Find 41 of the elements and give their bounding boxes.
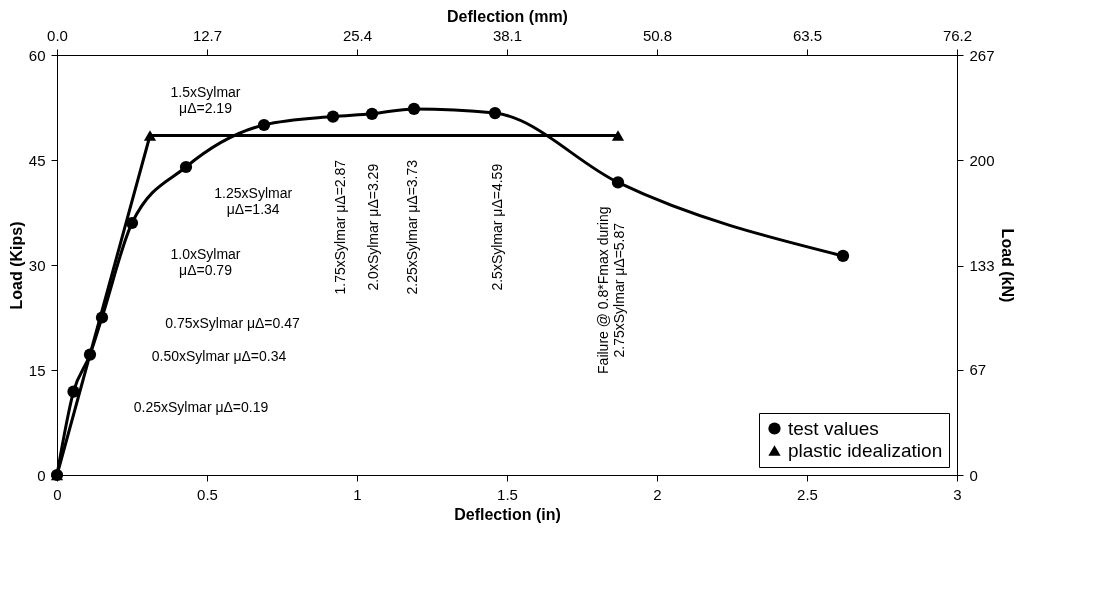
x2-tick-label: 0.0 — [47, 26, 68, 44]
y2-tick-label: 200 — [969, 151, 995, 169]
x2-tick-label: 25.4 — [342, 26, 373, 44]
y-tick-label: 0 — [37, 466, 46, 484]
x2-tick-label: 38.1 — [492, 26, 523, 44]
annotation: 1.5xSylmar μΔ=2.19 — [170, 83, 241, 116]
y2-tick-label: 133 — [969, 257, 995, 275]
y2-tick-label: 267 — [969, 46, 995, 64]
x2-tick-label: 12.7 — [192, 26, 223, 44]
annotation: 2.25xSylmar μΔ=3.73 — [403, 159, 420, 295]
x-tick-label: 0.5 — [197, 485, 218, 503]
annotation: 0.50xSylmar μΔ=0.34 — [151, 348, 287, 365]
annotation: 0.25xSylmar μΔ=0.19 — [133, 398, 269, 415]
x-tick-label: 1.5 — [497, 485, 518, 503]
x-axis-title: Deflection (in) — [454, 505, 561, 523]
annotation: 2.0xSylmar μΔ=3.29 — [364, 163, 381, 291]
legend-label: test values — [788, 417, 879, 439]
x-tick-label: 0 — [53, 485, 62, 503]
y-tick-label: 60 — [28, 46, 46, 64]
y2-axis-title: Load (kN) — [998, 228, 1016, 303]
y2-tick-label: 67 — [969, 361, 987, 379]
x2-tick-label: 63.5 — [792, 26, 823, 44]
x2-tick-label: 76.2 — [942, 26, 973, 44]
annotation: 1.25xSylmar μΔ=1.34 — [214, 184, 293, 217]
y-tick-label: 45 — [28, 151, 46, 169]
x-tick-label: 1 — [353, 485, 362, 503]
annotation: 1.0xSylmar μΔ=0.79 — [170, 245, 241, 278]
annotation: Failure @ 0.8*Fmax during 2.75xSylmar μΔ=5.87 — [595, 206, 628, 374]
annotation: 2.5xSylmar μΔ=4.59 — [489, 163, 505, 291]
legend-label: plastic idealization — [788, 439, 943, 461]
x2-tick-label: 50.8 — [642, 26, 673, 44]
x-tick-label: 2.5 — [797, 485, 818, 503]
x-tick-label: 3 — [953, 485, 962, 503]
y-axis-title: Load (Kips) — [7, 221, 25, 310]
y-tick-label: 15 — [28, 361, 46, 379]
annotation: 0.75xSylmar μΔ=0.47 — [165, 314, 300, 331]
x-tick-label: 2 — [653, 485, 662, 503]
y2-tick-label: 0 — [969, 466, 978, 484]
x2-axis-title: Deflection (mm) — [447, 7, 568, 25]
annotation: 1.75xSylmar μΔ=2.87 — [331, 159, 348, 295]
y-tick-label: 30 — [28, 256, 46, 274]
